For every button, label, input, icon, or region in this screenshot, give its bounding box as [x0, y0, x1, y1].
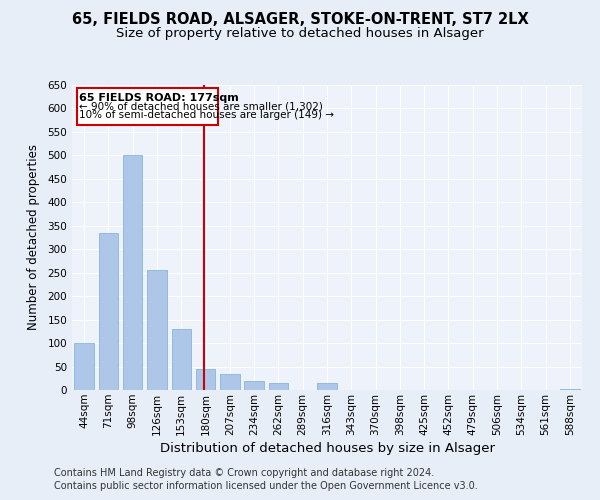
- Bar: [172, 329, 191, 390]
- Text: 65, FIELDS ROAD, ALSAGER, STOKE-ON-TRENT, ST7 2LX: 65, FIELDS ROAD, ALSAGER, STOKE-ON-TRENT…: [71, 12, 529, 28]
- Bar: [74, 343, 94, 390]
- Bar: [147, 270, 167, 390]
- Bar: [269, 383, 288, 390]
- Text: 10% of semi-detached houses are larger (149) →: 10% of semi-detached houses are larger (…: [79, 110, 334, 120]
- Text: ← 90% of detached houses are smaller (1,302): ← 90% of detached houses are smaller (1,…: [79, 102, 323, 112]
- Text: Contains HM Land Registry data © Crown copyright and database right 2024.: Contains HM Land Registry data © Crown c…: [54, 468, 434, 477]
- Text: Contains public sector information licensed under the Open Government Licence v3: Contains public sector information licen…: [54, 481, 478, 491]
- Bar: [99, 233, 118, 390]
- Bar: [220, 374, 239, 390]
- Bar: [123, 156, 142, 390]
- Bar: [317, 383, 337, 390]
- Text: Size of property relative to detached houses in Alsager: Size of property relative to detached ho…: [116, 28, 484, 40]
- X-axis label: Distribution of detached houses by size in Alsager: Distribution of detached houses by size …: [160, 442, 494, 455]
- Bar: [244, 380, 264, 390]
- FancyBboxPatch shape: [77, 88, 218, 125]
- Text: 65 FIELDS ROAD: 177sqm: 65 FIELDS ROAD: 177sqm: [79, 92, 239, 102]
- Y-axis label: Number of detached properties: Number of detached properties: [28, 144, 40, 330]
- Bar: [196, 369, 215, 390]
- Bar: [560, 388, 580, 390]
